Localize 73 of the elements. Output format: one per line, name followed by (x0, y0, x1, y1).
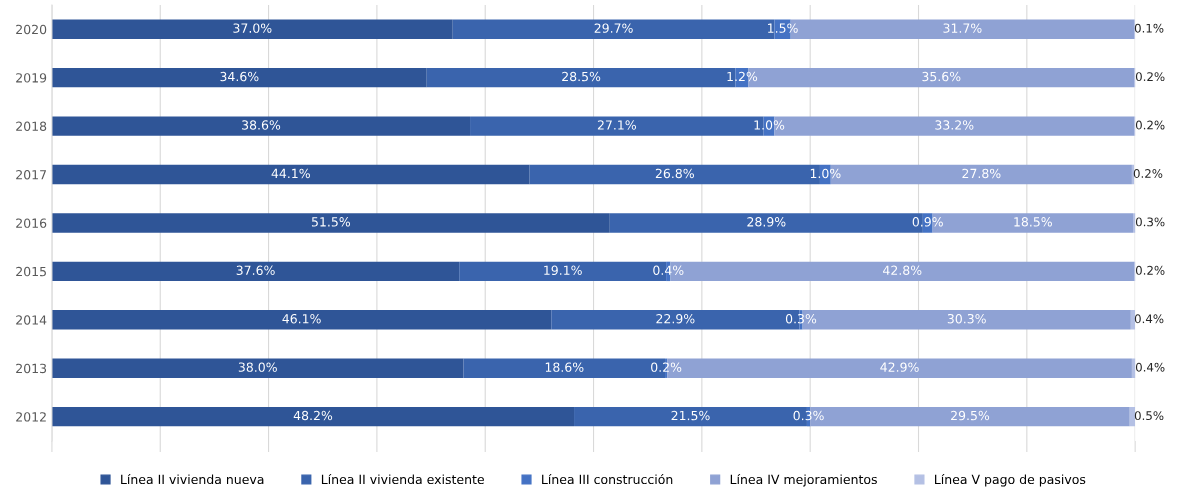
data-label: 37.6% (236, 265, 275, 275)
bar (51, 310, 552, 330)
data-label: 38.0% (238, 362, 277, 372)
data-label: 28.9% (747, 217, 786, 227)
data-label: 0.3% (785, 313, 817, 324)
data-label: 0.5% (1134, 411, 1164, 421)
data-label: 44.1% (271, 168, 310, 179)
data-label: 38.6% (242, 120, 281, 130)
data-label: 42.8% (883, 265, 922, 275)
bar (1130, 310, 1136, 330)
data-label: 18.5% (1014, 217, 1052, 227)
data-label: 27.1% (597, 120, 636, 130)
data-label: 0.2% (1133, 169, 1163, 178)
bar (1131, 164, 1135, 185)
data-label: 0.2% (651, 362, 682, 372)
data-label: 21.5% (671, 410, 710, 421)
y-tick-label: 2012 (16, 412, 46, 422)
bar (1129, 406, 1136, 427)
data-label: 0.3% (1135, 217, 1165, 227)
bar (1132, 213, 1136, 233)
data-label: 0.9% (912, 217, 943, 227)
data-label: 51.5% (311, 217, 351, 227)
y-tick-label: 2020 (16, 24, 47, 35)
data-label: 37.0% (233, 23, 272, 33)
data-label: 30.3% (947, 313, 986, 324)
bar (51, 213, 610, 233)
legend-label: Línea II vivienda nueva (121, 473, 264, 485)
bar (51, 19, 453, 39)
bar (51, 116, 471, 136)
legend-label: Línea IV mejoramientos (730, 473, 877, 487)
data-label: 19.1% (544, 265, 582, 275)
legend-label: Línea II vivienda existente (321, 473, 484, 485)
data-label: 0.1% (1134, 23, 1164, 33)
data-label: 0.4% (653, 265, 684, 275)
data-label: 1.2% (727, 71, 758, 82)
data-label: 0.4% (1134, 314, 1164, 324)
data-label: 31.7% (943, 23, 982, 33)
legend-label: Línea III construcción (542, 473, 673, 485)
data-label: 29.7% (594, 23, 633, 33)
y-tick-label: 2013 (16, 363, 47, 374)
data-label: 28.5% (562, 71, 601, 82)
bar (51, 358, 464, 378)
data-label: 35.6% (922, 71, 961, 82)
y-tick-label: 2016 (16, 218, 47, 228)
data-label: 0.4% (1135, 362, 1165, 372)
y-tick-label: 2014 (16, 315, 47, 325)
data-label: 1.0% (810, 168, 841, 179)
legend-label: Línea V pago de pasivos (935, 473, 1086, 487)
data-label: 26.8% (655, 168, 694, 179)
data-label: 1.0% (754, 120, 785, 130)
bar (51, 164, 530, 185)
data-label: 34.6% (220, 71, 259, 82)
bar (1131, 358, 1136, 378)
data-label: 29.5% (951, 410, 990, 421)
data-label: 27.8% (962, 168, 1001, 179)
y-tick-label: 2015 (16, 266, 46, 277)
bar (51, 406, 575, 427)
data-label: 0.2% (1135, 120, 1165, 130)
data-label: 33.2% (935, 120, 974, 130)
bar (51, 261, 460, 282)
data-label: 46.1% (282, 313, 321, 324)
bar (51, 67, 427, 88)
data-label: 22.9% (656, 313, 695, 324)
y-tick-label: 2019 (16, 73, 47, 83)
data-label: 0.2% (1135, 72, 1165, 82)
y-tick-label: 2017 (16, 169, 46, 180)
data-label: 18.6% (545, 362, 584, 372)
data-label: 48.2% (293, 410, 333, 421)
y-tick-label: 2018 (16, 121, 47, 132)
data-label: 1.5% (768, 23, 798, 33)
data-label: 0.3% (793, 410, 824, 421)
data-label: 42.9% (880, 362, 919, 372)
data-label: 0.2% (1135, 265, 1165, 275)
